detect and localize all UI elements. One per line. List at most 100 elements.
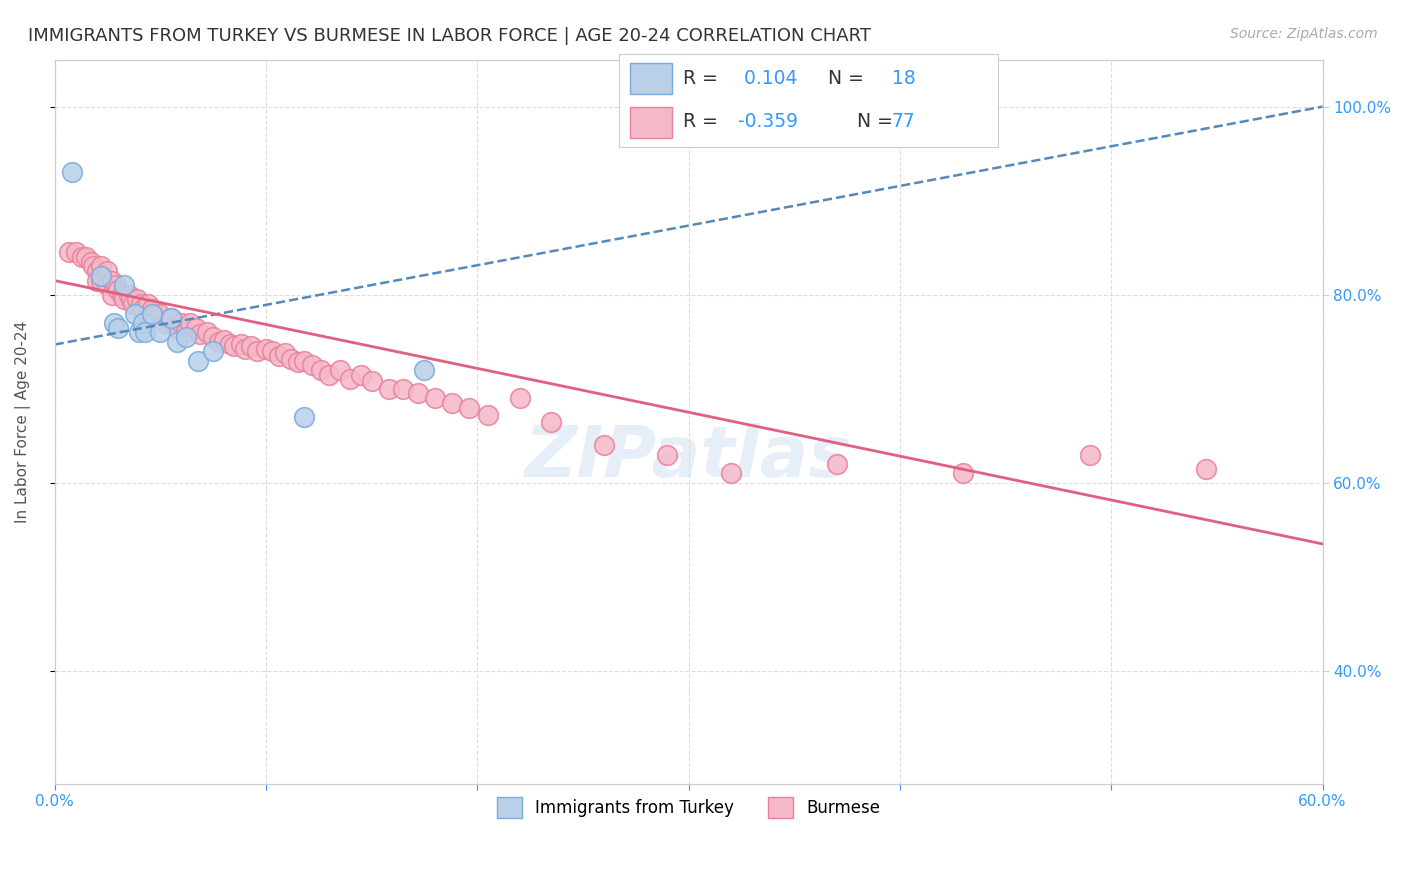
Text: 77: 77 [891,112,915,131]
Point [90,274,112,288]
Point [952,467,974,481]
Point [142,309,165,323]
Point [720,467,742,481]
Point [125,293,148,307]
Point [190,327,212,342]
Point [132,316,155,330]
Point [128,326,150,340]
Point [477,408,499,422]
Point [58,245,80,260]
Point [112,293,135,307]
Point [136,297,159,311]
Point [70,250,93,264]
Point [440,396,463,410]
Point [229,336,252,351]
Point [117,287,139,301]
Point [160,311,183,326]
Point [124,306,146,320]
Point [301,358,323,372]
Point [82,260,104,274]
Point [141,301,163,316]
Point [149,306,172,320]
Point [292,409,315,424]
Point [132,301,155,316]
Point [149,326,172,340]
Point [129,297,152,311]
Point [104,278,127,293]
Point [136,311,159,326]
Point [120,293,142,307]
Point [153,316,176,330]
Point [107,320,129,334]
Point [166,334,188,349]
Text: IMMIGRANTS FROM TURKEY VS BURMESE IN LABOR FORCE | AGE 20-24 CORRELATION CHART: IMMIGRANTS FROM TURKEY VS BURMESE IN LAB… [28,27,872,45]
Point [75,250,97,264]
FancyBboxPatch shape [630,63,672,94]
Point [166,320,188,334]
Text: Source: ZipAtlas.com: Source: ZipAtlas.com [1230,27,1378,41]
Point [509,391,531,405]
Point [406,386,429,401]
Point [100,287,122,301]
Point [246,344,269,359]
Point [79,254,101,268]
Point [318,368,340,382]
Point [274,346,297,360]
Point [90,268,112,283]
Text: N =: N = [815,70,870,88]
Point [121,297,143,311]
Point [96,278,118,293]
Point [360,374,382,388]
Point [1195,461,1218,475]
Point [392,382,415,396]
Point [195,326,218,340]
Point [134,326,156,340]
Point [160,311,183,326]
Text: 18: 18 [891,70,915,88]
Point [202,344,225,359]
Point [224,339,246,353]
Y-axis label: In Labor Force | Age 20-24: In Labor Force | Age 20-24 [15,320,31,523]
Point [254,343,277,357]
Point [657,448,679,462]
Legend: Immigrants from Turkey, Burmese: Immigrants from Turkey, Burmese [489,789,889,826]
Point [86,264,108,278]
Text: N =: N = [845,112,898,131]
Point [413,363,436,377]
Point [219,336,242,351]
Point [212,333,235,347]
Point [202,330,225,344]
Point [65,245,87,260]
Text: 0.104: 0.104 [738,70,804,88]
Text: R =: R = [683,70,724,88]
Point [103,316,125,330]
Point [111,287,134,301]
Point [141,306,163,320]
Point [187,353,209,368]
Point [100,274,122,288]
Point [309,363,332,377]
Point [457,401,479,415]
Point [112,278,135,293]
Point [540,415,562,429]
Point [174,330,197,344]
Point [1078,448,1101,462]
Point [240,339,263,353]
Point [86,274,108,288]
FancyBboxPatch shape [630,107,672,138]
Point [174,326,197,340]
Point [233,343,256,357]
Point [186,320,208,334]
Point [60,165,83,179]
Point [339,372,361,386]
Point [96,264,118,278]
Point [170,316,193,330]
Point [179,316,201,330]
Point [329,363,352,377]
Point [593,438,616,452]
Text: ZIPatlas: ZIPatlas [524,424,852,492]
Point [825,457,848,471]
Point [423,391,446,405]
Point [377,382,399,396]
Point [262,344,284,359]
